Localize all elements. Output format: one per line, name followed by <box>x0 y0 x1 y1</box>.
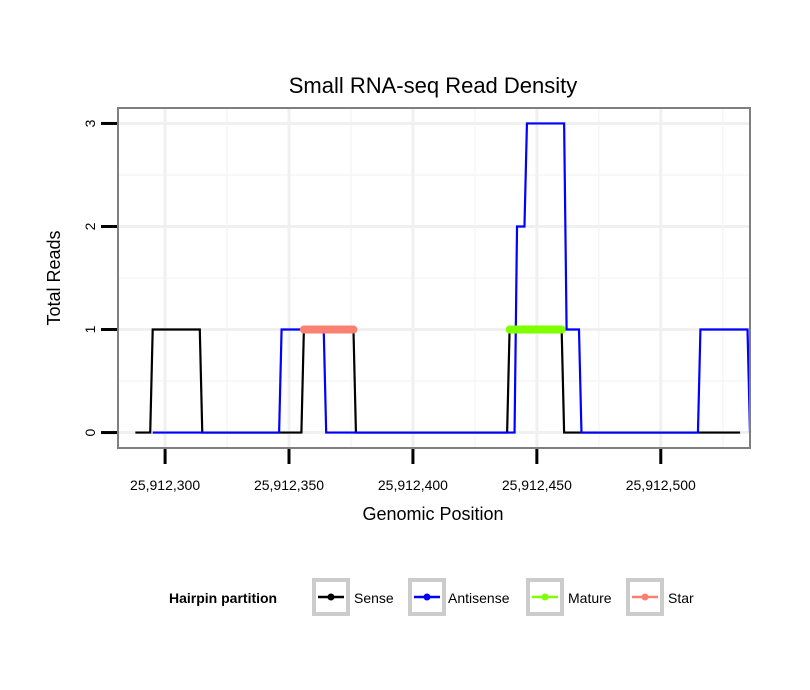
chart-title: Small RNA-seq Read Density <box>289 73 578 98</box>
x-tick-label: 25,912,400 <box>378 477 448 493</box>
legend-dot-antisense <box>423 593 431 601</box>
legend-dot-sense <box>327 593 335 601</box>
plot-border <box>117 107 751 449</box>
legend-label-sense: Sense <box>354 590 394 606</box>
legend-dot-mature <box>541 593 549 601</box>
x-tick-label: 25,912,300 <box>130 477 200 493</box>
y-tick-label: 2 <box>82 222 98 230</box>
legend-label-star: Star <box>668 590 694 606</box>
y-tick-label: 3 <box>82 119 98 127</box>
x-tick-label: 25,912,500 <box>626 477 696 493</box>
y-tick-label: 1 <box>82 325 98 333</box>
x-axis-title: Genomic Position <box>362 504 503 524</box>
y-axis-ticks: 0 1 2 3 <box>82 119 117 436</box>
legend-label-antisense: Antisense <box>448 590 510 606</box>
data-series <box>135 122 752 434</box>
x-axis-ticks: 25,912,300 25,912,350 25,912,400 25,912,450… <box>130 449 696 493</box>
legend: Hairpin partition Sense Antisense Mature St… <box>169 578 694 616</box>
x-tick-label: 25,912,350 <box>254 477 324 493</box>
legend-title: Hairpin partition <box>169 590 277 606</box>
legend-label-mature: Mature <box>568 590 612 606</box>
x-tick-label: 25,912,450 <box>502 477 572 493</box>
y-tick-label: 0 <box>82 428 98 436</box>
legend-dot-star <box>641 593 649 601</box>
y-axis-title: Total Reads <box>44 230 64 325</box>
